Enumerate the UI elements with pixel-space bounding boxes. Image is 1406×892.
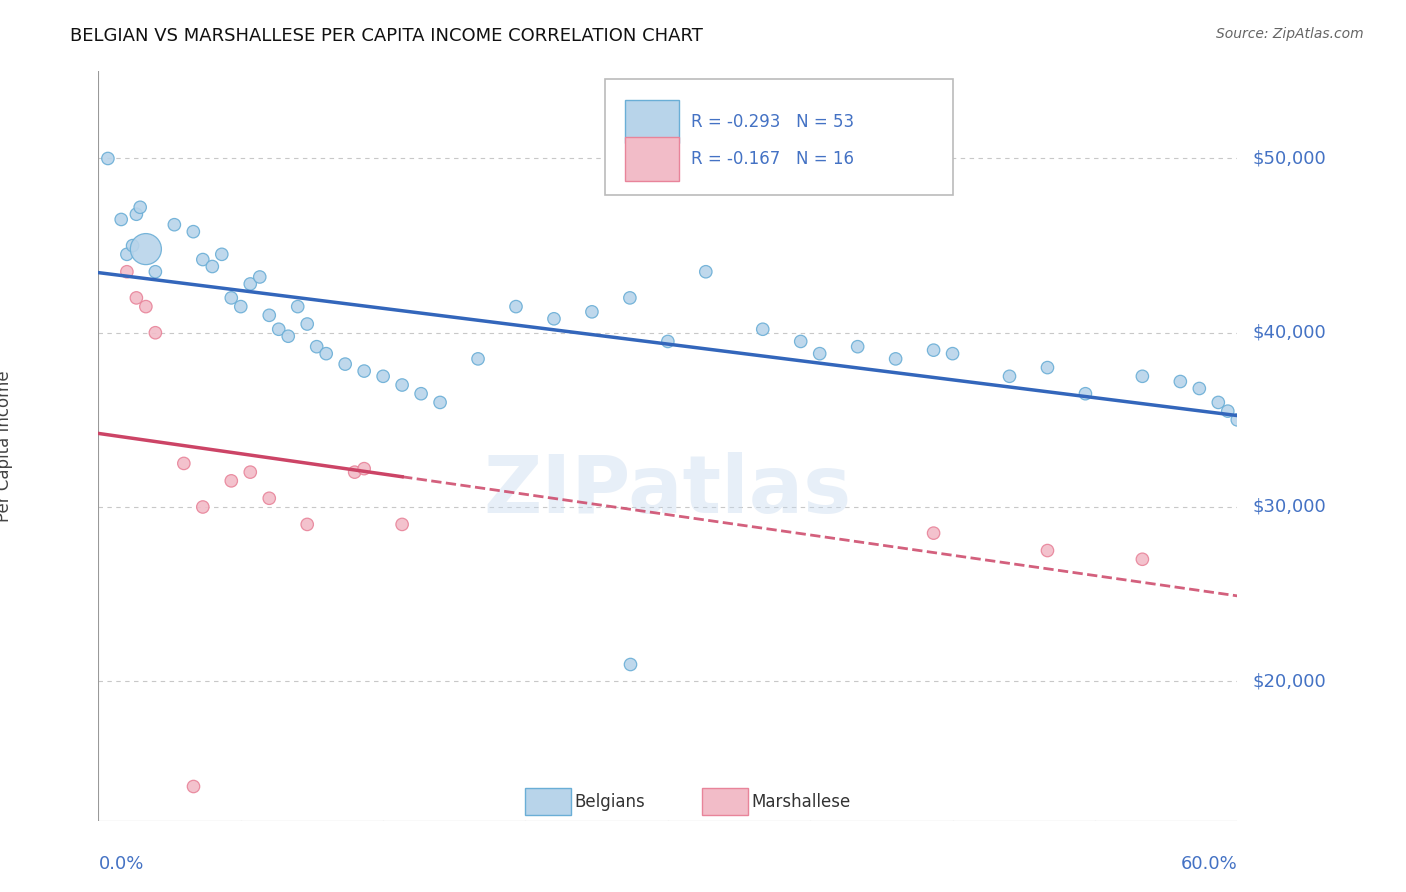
- Text: $40,000: $40,000: [1253, 324, 1326, 342]
- Point: [239, 465, 262, 479]
- Point: [1170, 375, 1192, 389]
- Point: [922, 526, 945, 541]
- Point: [429, 395, 451, 409]
- Point: [267, 322, 290, 336]
- Point: [277, 329, 299, 343]
- Text: Per Capita Income: Per Capita Income: [0, 370, 13, 522]
- Point: [125, 207, 148, 221]
- Point: [752, 322, 775, 336]
- Point: [183, 779, 205, 793]
- Point: [145, 326, 167, 340]
- Point: [183, 225, 205, 239]
- Point: [115, 247, 138, 261]
- Point: [1132, 552, 1154, 566]
- Point: [411, 386, 433, 401]
- Point: [543, 311, 565, 326]
- Text: 0.0%: 0.0%: [98, 855, 143, 873]
- Point: [305, 340, 328, 354]
- Text: ZIPatlas: ZIPatlas: [484, 452, 852, 530]
- Point: [998, 369, 1021, 384]
- Text: Marshallese: Marshallese: [751, 793, 851, 811]
- Point: [191, 252, 214, 267]
- FancyBboxPatch shape: [624, 100, 679, 144]
- Point: [467, 351, 489, 366]
- Point: [391, 517, 413, 532]
- Point: [221, 291, 243, 305]
- Point: [1208, 395, 1230, 409]
- Point: [790, 334, 813, 349]
- Text: $50,000: $50,000: [1253, 150, 1326, 168]
- Point: [239, 277, 262, 291]
- Point: [1074, 386, 1097, 401]
- Point: [97, 152, 120, 166]
- Point: [371, 369, 394, 384]
- Point: [808, 346, 831, 360]
- Text: 60.0%: 60.0%: [1181, 855, 1237, 873]
- Point: [129, 200, 152, 214]
- Point: [211, 247, 233, 261]
- Point: [249, 270, 271, 285]
- Point: [297, 317, 319, 331]
- Text: $20,000: $20,000: [1253, 673, 1326, 690]
- Point: [110, 212, 132, 227]
- Text: $30,000: $30,000: [1253, 498, 1326, 516]
- Point: [942, 346, 965, 360]
- Point: [657, 334, 679, 349]
- Point: [353, 364, 375, 378]
- Text: BELGIAN VS MARSHALLESE PER CAPITA INCOME CORRELATION CHART: BELGIAN VS MARSHALLESE PER CAPITA INCOME…: [70, 27, 703, 45]
- Text: Source: ZipAtlas.com: Source: ZipAtlas.com: [1216, 27, 1364, 41]
- Point: [135, 242, 157, 256]
- Point: [343, 465, 366, 479]
- Point: [315, 346, 337, 360]
- Point: [259, 308, 281, 322]
- Point: [1036, 360, 1059, 375]
- FancyBboxPatch shape: [624, 137, 679, 181]
- Point: [335, 357, 357, 371]
- Point: [619, 657, 641, 671]
- Point: [259, 491, 281, 506]
- Point: [229, 300, 252, 314]
- Point: [1036, 543, 1059, 558]
- Point: [297, 517, 319, 532]
- Point: [191, 500, 214, 514]
- Point: [121, 238, 143, 252]
- Text: R = -0.167   N = 16: R = -0.167 N = 16: [690, 150, 853, 169]
- Text: R = -0.293   N = 53: R = -0.293 N = 53: [690, 112, 853, 131]
- Point: [1226, 413, 1249, 427]
- Point: [1188, 382, 1211, 396]
- Point: [884, 351, 907, 366]
- Point: [135, 300, 157, 314]
- Point: [173, 457, 195, 471]
- Point: [353, 461, 375, 475]
- Point: [163, 218, 186, 232]
- Point: [201, 260, 224, 274]
- FancyBboxPatch shape: [526, 789, 571, 815]
- Point: [581, 305, 603, 319]
- Point: [1132, 369, 1154, 384]
- Point: [922, 343, 945, 358]
- Point: [391, 378, 413, 392]
- Point: [125, 291, 148, 305]
- Point: [505, 300, 527, 314]
- Point: [846, 340, 869, 354]
- Point: [1216, 404, 1239, 418]
- Point: [619, 291, 641, 305]
- Point: [221, 474, 243, 488]
- Text: Belgians: Belgians: [575, 793, 645, 811]
- Point: [695, 265, 717, 279]
- Point: [115, 265, 138, 279]
- Point: [287, 300, 309, 314]
- Point: [145, 265, 167, 279]
- FancyBboxPatch shape: [702, 789, 748, 815]
- FancyBboxPatch shape: [605, 78, 953, 195]
